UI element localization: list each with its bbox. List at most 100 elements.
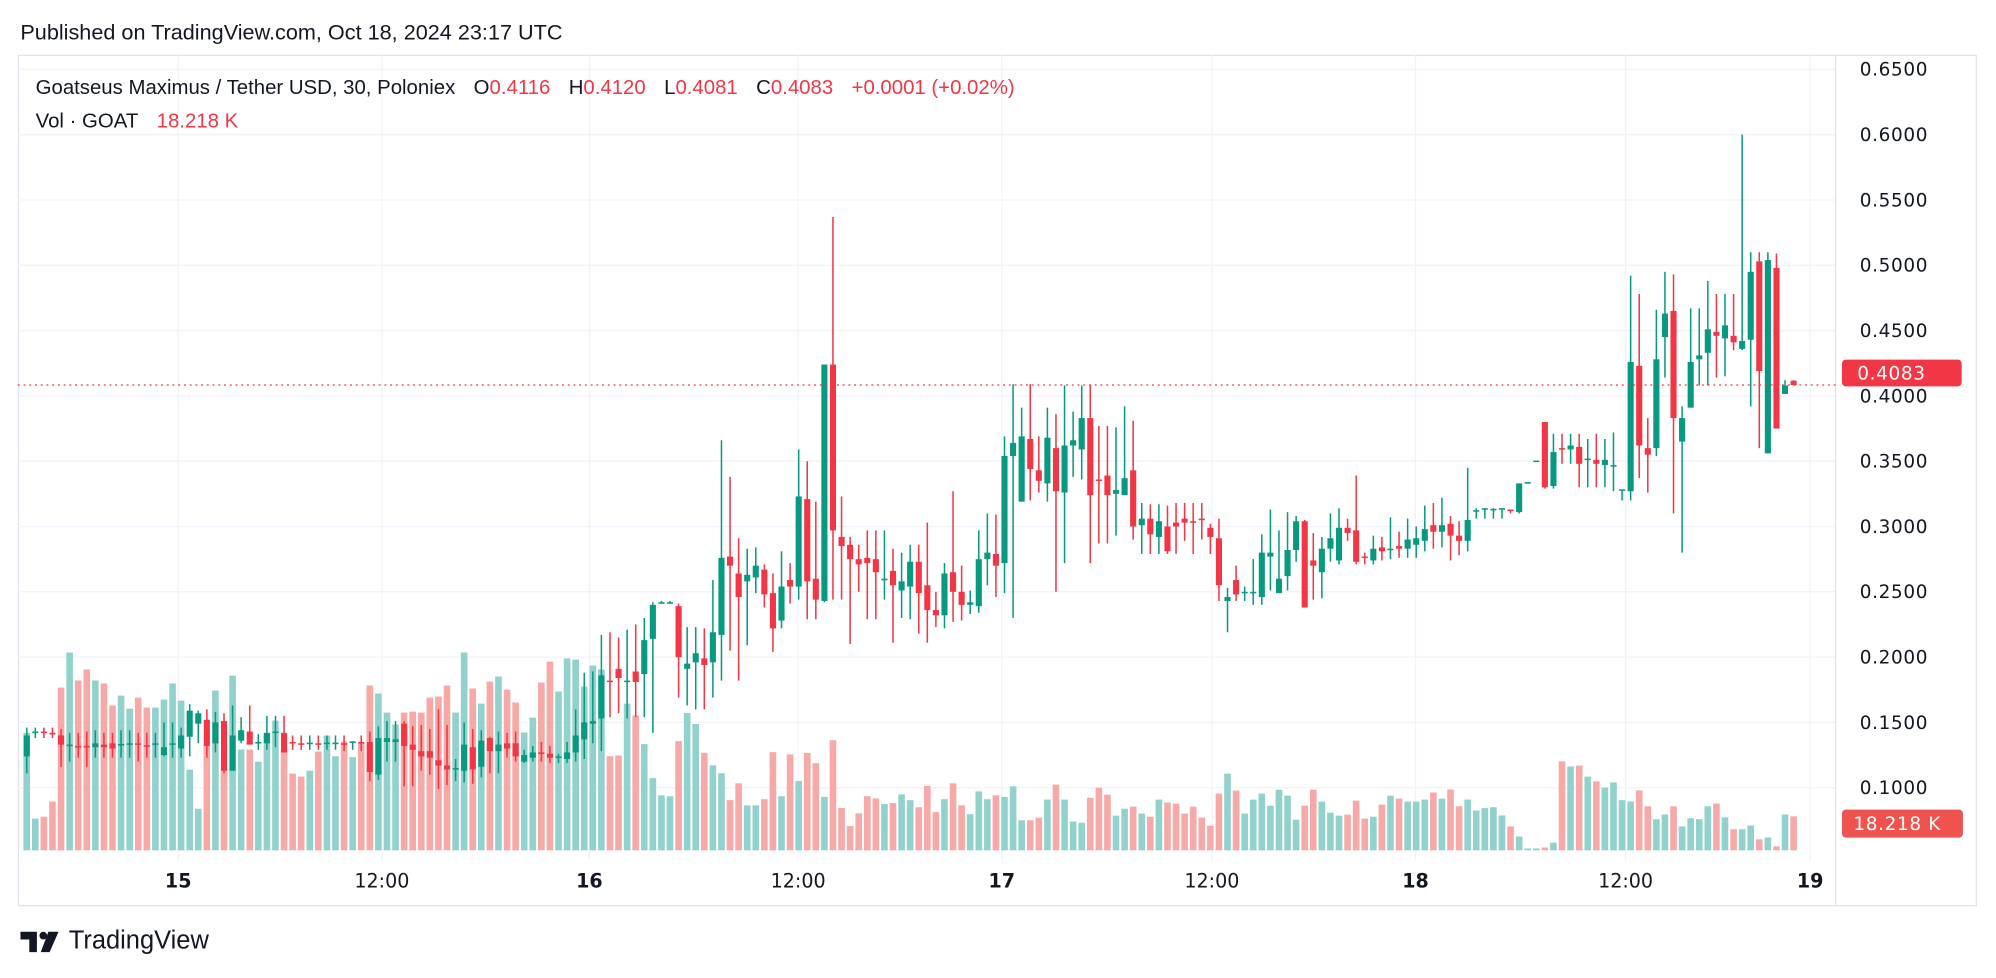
- candle: [1104, 425, 1111, 544]
- volume-bar: [538, 682, 545, 851]
- volume-bar: [1164, 802, 1171, 851]
- candle-body: [692, 653, 699, 663]
- volume-bar: [786, 754, 794, 851]
- candle-body: [332, 742, 339, 745]
- candle-body: [126, 743, 133, 745]
- candle-body: [1070, 440, 1077, 446]
- candle-body: [872, 559, 879, 573]
- candle: [1070, 411, 1077, 477]
- candle: [1344, 518, 1351, 541]
- candle-body: [486, 738, 493, 752]
- candle-body: [495, 744, 502, 752]
- volume-bar: [632, 715, 640, 851]
- candle: [726, 476, 734, 651]
- volume-bar: [881, 804, 888, 851]
- candle-body: [135, 743, 142, 745]
- time-axis[interactable]: 15 12:00 16 12:00 17 12:00 18 12:00 19: [165, 869, 1823, 892]
- candle-body: [1353, 530, 1360, 562]
- candle-body: [864, 557, 871, 564]
- volume-bar: [924, 785, 931, 851]
- volume-bar: [306, 770, 314, 851]
- candle-body: [992, 553, 999, 566]
- footer-brand[interactable]: TradingView: [20, 927, 209, 956]
- candle: [1044, 407, 1051, 502]
- volume-bar: [1627, 801, 1634, 851]
- candle: [1267, 509, 1274, 591]
- candle-body: [641, 640, 648, 675]
- candle-body: [452, 768, 459, 770]
- volume-bar: [675, 741, 682, 851]
- candle: [315, 735, 322, 750]
- volume-bar: [57, 687, 65, 851]
- candle-body: [761, 569, 768, 595]
- volume-bar: [1249, 799, 1257, 851]
- low-value: 0.4081: [675, 77, 738, 100]
- candle-body: [735, 573, 742, 598]
- volume-bar: [332, 756, 339, 851]
- candle-body: [958, 591, 965, 605]
- x-tick-label: 12:00: [354, 869, 409, 892]
- candle: [984, 513, 991, 586]
- candle: [1636, 294, 1643, 479]
- volume-bar: [1370, 816, 1377, 851]
- volume-bar: [1412, 801, 1420, 851]
- candle: [624, 629, 631, 719]
- y-tick-label: 0.5500: [1860, 190, 1928, 211]
- candle-body: [263, 732, 270, 744]
- candle-body: [855, 559, 862, 565]
- candle-body: [1473, 510, 1480, 512]
- volume-bar: [812, 763, 820, 851]
- volume-bar: [761, 799, 768, 851]
- volume-bar: [726, 800, 734, 851]
- high-label: H: [568, 77, 584, 100]
- volume-bar: [246, 749, 254, 851]
- candle: [152, 732, 159, 758]
- candle-body: [1679, 418, 1686, 442]
- candle: [1147, 504, 1154, 554]
- price-axis[interactable]: 0.6500 0.6000 0.5500 0.5000 0.4500 0.4000 0.35…: [1860, 60, 1928, 799]
- volume-bar: [718, 773, 725, 851]
- candle-body: [1636, 365, 1643, 446]
- candle: [838, 496, 845, 600]
- candle: [718, 440, 725, 681]
- candle-body: [443, 765, 451, 770]
- candle: [323, 735, 330, 750]
- candle-body: [752, 565, 759, 578]
- candle: [1018, 407, 1025, 502]
- candle: [1310, 533, 1317, 600]
- volume-bar: [1721, 817, 1729, 851]
- open-value: 0.4116: [489, 77, 551, 100]
- candle-body: [1696, 355, 1703, 360]
- volume-bar: [40, 816, 48, 851]
- candle: [1293, 516, 1300, 562]
- candle: [615, 637, 622, 714]
- candle-body: [469, 747, 476, 770]
- volume-bar: [1121, 808, 1128, 851]
- volume-bar: [323, 735, 331, 851]
- candle: [83, 731, 90, 767]
- symbol-title: Goatseus Maximus / Tether USD, 30, Polon…: [35, 77, 456, 100]
- candle: [1215, 518, 1222, 601]
- candle: [143, 732, 150, 758]
- candle: [1318, 536, 1325, 599]
- x-tick-label: 16: [576, 869, 603, 892]
- candle: [769, 573, 776, 652]
- candle: [160, 722, 168, 757]
- candle: [1653, 309, 1660, 456]
- volume-bar: [31, 818, 39, 851]
- volume-bar: [512, 702, 519, 851]
- candle: [23, 727, 30, 774]
- candle: [1172, 502, 1180, 554]
- candle-body: [1130, 470, 1137, 527]
- candle-body: [1576, 446, 1583, 464]
- volume-bar: [349, 757, 356, 851]
- volume-bar: [1327, 812, 1334, 851]
- candle-body: [1507, 509, 1514, 512]
- open-label: O: [473, 77, 490, 100]
- volume-bar: [658, 795, 665, 851]
- volume-bar: [383, 712, 391, 851]
- candle: [1490, 508, 1497, 519]
- candle-body: [1207, 527, 1214, 537]
- volume-bar: [1781, 814, 1789, 851]
